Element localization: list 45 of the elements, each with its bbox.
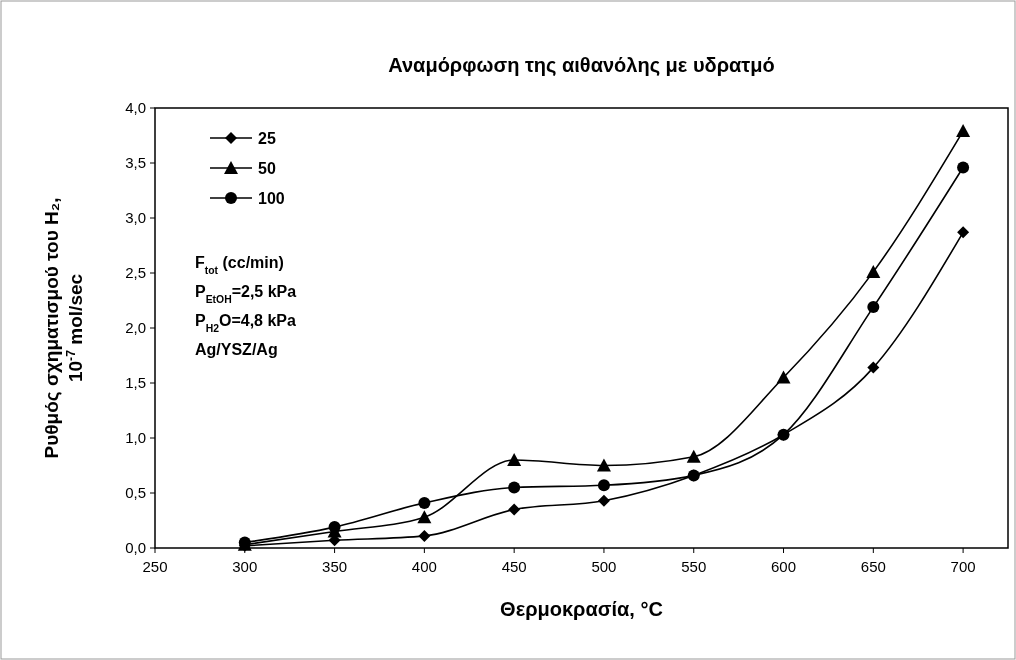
point — [418, 496, 431, 509]
point — [596, 458, 611, 472]
y-tick-label: 0,0 — [125, 539, 146, 556]
y-tick-label: 4,0 — [125, 99, 146, 116]
legend-label: 100 — [258, 190, 285, 207]
point — [957, 161, 970, 174]
point — [597, 494, 610, 507]
y-tick-label: 0,5 — [125, 484, 146, 501]
y-tick-label: 2,0 — [125, 319, 146, 336]
x-tick-label: 550 — [681, 558, 707, 575]
chart-title: Αναμόρφωση της αιθανόλης με υδρατμό — [388, 54, 775, 76]
x-tick-label: 450 — [501, 558, 527, 575]
x-tick-label: 650 — [860, 558, 886, 575]
y-tick-label: 1,5 — [125, 374, 146, 391]
point — [867, 301, 880, 314]
annotation: P$_{EtOH}$=2,5 kPa — [195, 283, 297, 305]
x-tick-label: 300 — [232, 558, 258, 575]
y-tick-label: 2,5 — [125, 264, 146, 281]
annotation: F$_{tot}$ (cc/min) — [195, 254, 284, 276]
x-tick-label: 500 — [591, 558, 617, 575]
legend-label: 50 — [258, 160, 276, 177]
x-tick-label: 350 — [322, 558, 348, 575]
annotation: Ag/YSZ/Ag — [195, 341, 278, 358]
point — [686, 449, 701, 463]
point — [417, 510, 432, 524]
legend-label: 25 — [258, 130, 276, 147]
y-tick-label: 3,0 — [125, 209, 146, 226]
point — [508, 481, 521, 494]
point — [956, 124, 971, 138]
point — [776, 370, 791, 384]
y-tick-label: 3,5 — [125, 154, 146, 171]
x-tick-label: 250 — [142, 558, 168, 575]
x-tick-label: 600 — [771, 558, 797, 575]
point — [418, 529, 431, 542]
point — [957, 226, 970, 239]
x-tick-label: 400 — [411, 558, 437, 575]
x-tick-label: 700 — [950, 558, 976, 575]
x-axis-title: Θερμοκρασία, °C — [500, 598, 663, 620]
y-tick-label: 1,0 — [125, 429, 146, 446]
point — [508, 503, 521, 516]
annotation: P$_{H2}$O=4,8 kPa — [195, 312, 297, 334]
point — [597, 479, 610, 492]
point — [507, 453, 522, 466]
point — [867, 361, 880, 374]
point — [866, 264, 881, 278]
